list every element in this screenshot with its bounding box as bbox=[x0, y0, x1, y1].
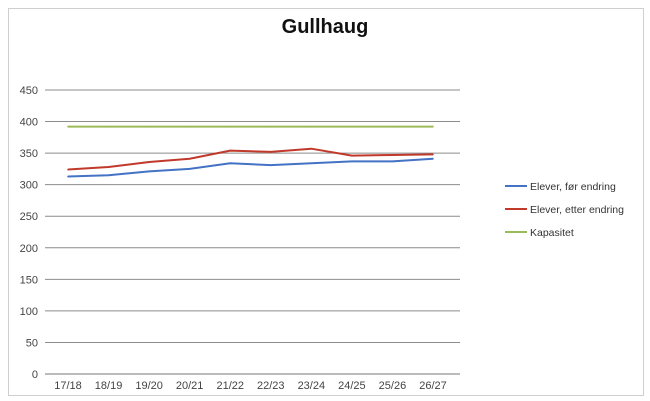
data-point bbox=[432, 125, 434, 128]
y-tick-labels: 0 50 100 150 200 250 300 350 400 450 bbox=[20, 85, 38, 381]
y-tick-label: 400 bbox=[20, 117, 38, 129]
chart-title: Gullhaug bbox=[281, 16, 369, 38]
data-point bbox=[351, 154, 353, 157]
y-tick-label: 300 bbox=[20, 180, 38, 192]
x-tick-label: 22/23 bbox=[257, 380, 285, 392]
data-point bbox=[310, 125, 313, 128]
data-point bbox=[351, 160, 353, 163]
x-tick-label: 20/21 bbox=[176, 380, 204, 392]
series-lines bbox=[67, 125, 434, 178]
data-point bbox=[351, 125, 353, 128]
data-point bbox=[229, 125, 232, 128]
data-point bbox=[432, 153, 434, 156]
y-tick-label: 200 bbox=[20, 243, 38, 255]
x-tick-label: 19/20 bbox=[135, 380, 163, 392]
series-line-0 bbox=[67, 157, 434, 178]
y-tick-label: 50 bbox=[26, 337, 38, 349]
x-tick-label: 26/27 bbox=[419, 380, 447, 392]
data-point bbox=[432, 157, 434, 160]
x-tick-label: 17/18 bbox=[54, 380, 82, 392]
data-point bbox=[67, 125, 69, 128]
data-point bbox=[391, 125, 394, 128]
x-tick-label: 18/19 bbox=[95, 380, 123, 392]
legend-label: Elever, før endring bbox=[530, 181, 616, 193]
y-tick-label: 100 bbox=[20, 306, 38, 318]
gridlines bbox=[45, 89, 460, 375]
data-point bbox=[148, 125, 150, 128]
data-point bbox=[269, 125, 272, 128]
x-tick-label: 23/24 bbox=[298, 380, 326, 392]
data-point bbox=[188, 125, 191, 128]
chart-frame bbox=[8, 8, 644, 396]
y-tick-label: 0 bbox=[32, 369, 38, 381]
data-point bbox=[188, 168, 191, 170]
y-tick-label: 150 bbox=[20, 274, 38, 286]
data-point bbox=[310, 162, 313, 165]
data-point bbox=[391, 154, 394, 156]
data-point bbox=[229, 162, 232, 165]
data-point bbox=[107, 125, 110, 128]
data-point bbox=[269, 164, 272, 166]
legend-label: Kapasitet bbox=[530, 227, 574, 239]
y-tick-label: 450 bbox=[20, 85, 38, 97]
x-tick-labels: 17/18 18/19 19/20 20/21 21/22 22/23 23/24 24/25… bbox=[54, 380, 447, 392]
data-point bbox=[188, 157, 191, 160]
y-tick-label: 350 bbox=[20, 148, 38, 160]
data-point bbox=[269, 151, 272, 153]
x-tick-label: 24/25 bbox=[338, 380, 366, 392]
y-tick-label: 250 bbox=[20, 211, 38, 223]
data-point bbox=[67, 175, 69, 178]
legend: Elever, før endring Elever, etter endring… bbox=[505, 181, 624, 239]
data-point bbox=[229, 149, 232, 152]
series-line-1 bbox=[67, 147, 434, 171]
data-point bbox=[107, 174, 110, 176]
data-point bbox=[391, 160, 394, 163]
data-point bbox=[67, 168, 69, 171]
data-point bbox=[107, 166, 110, 168]
data-point bbox=[310, 147, 313, 150]
legend-label: Elever, etter endring bbox=[530, 204, 624, 216]
x-tick-label: 21/22 bbox=[216, 380, 244, 392]
x-tick-label: 25/26 bbox=[379, 380, 407, 392]
data-point bbox=[148, 161, 150, 163]
data-point bbox=[148, 170, 150, 173]
